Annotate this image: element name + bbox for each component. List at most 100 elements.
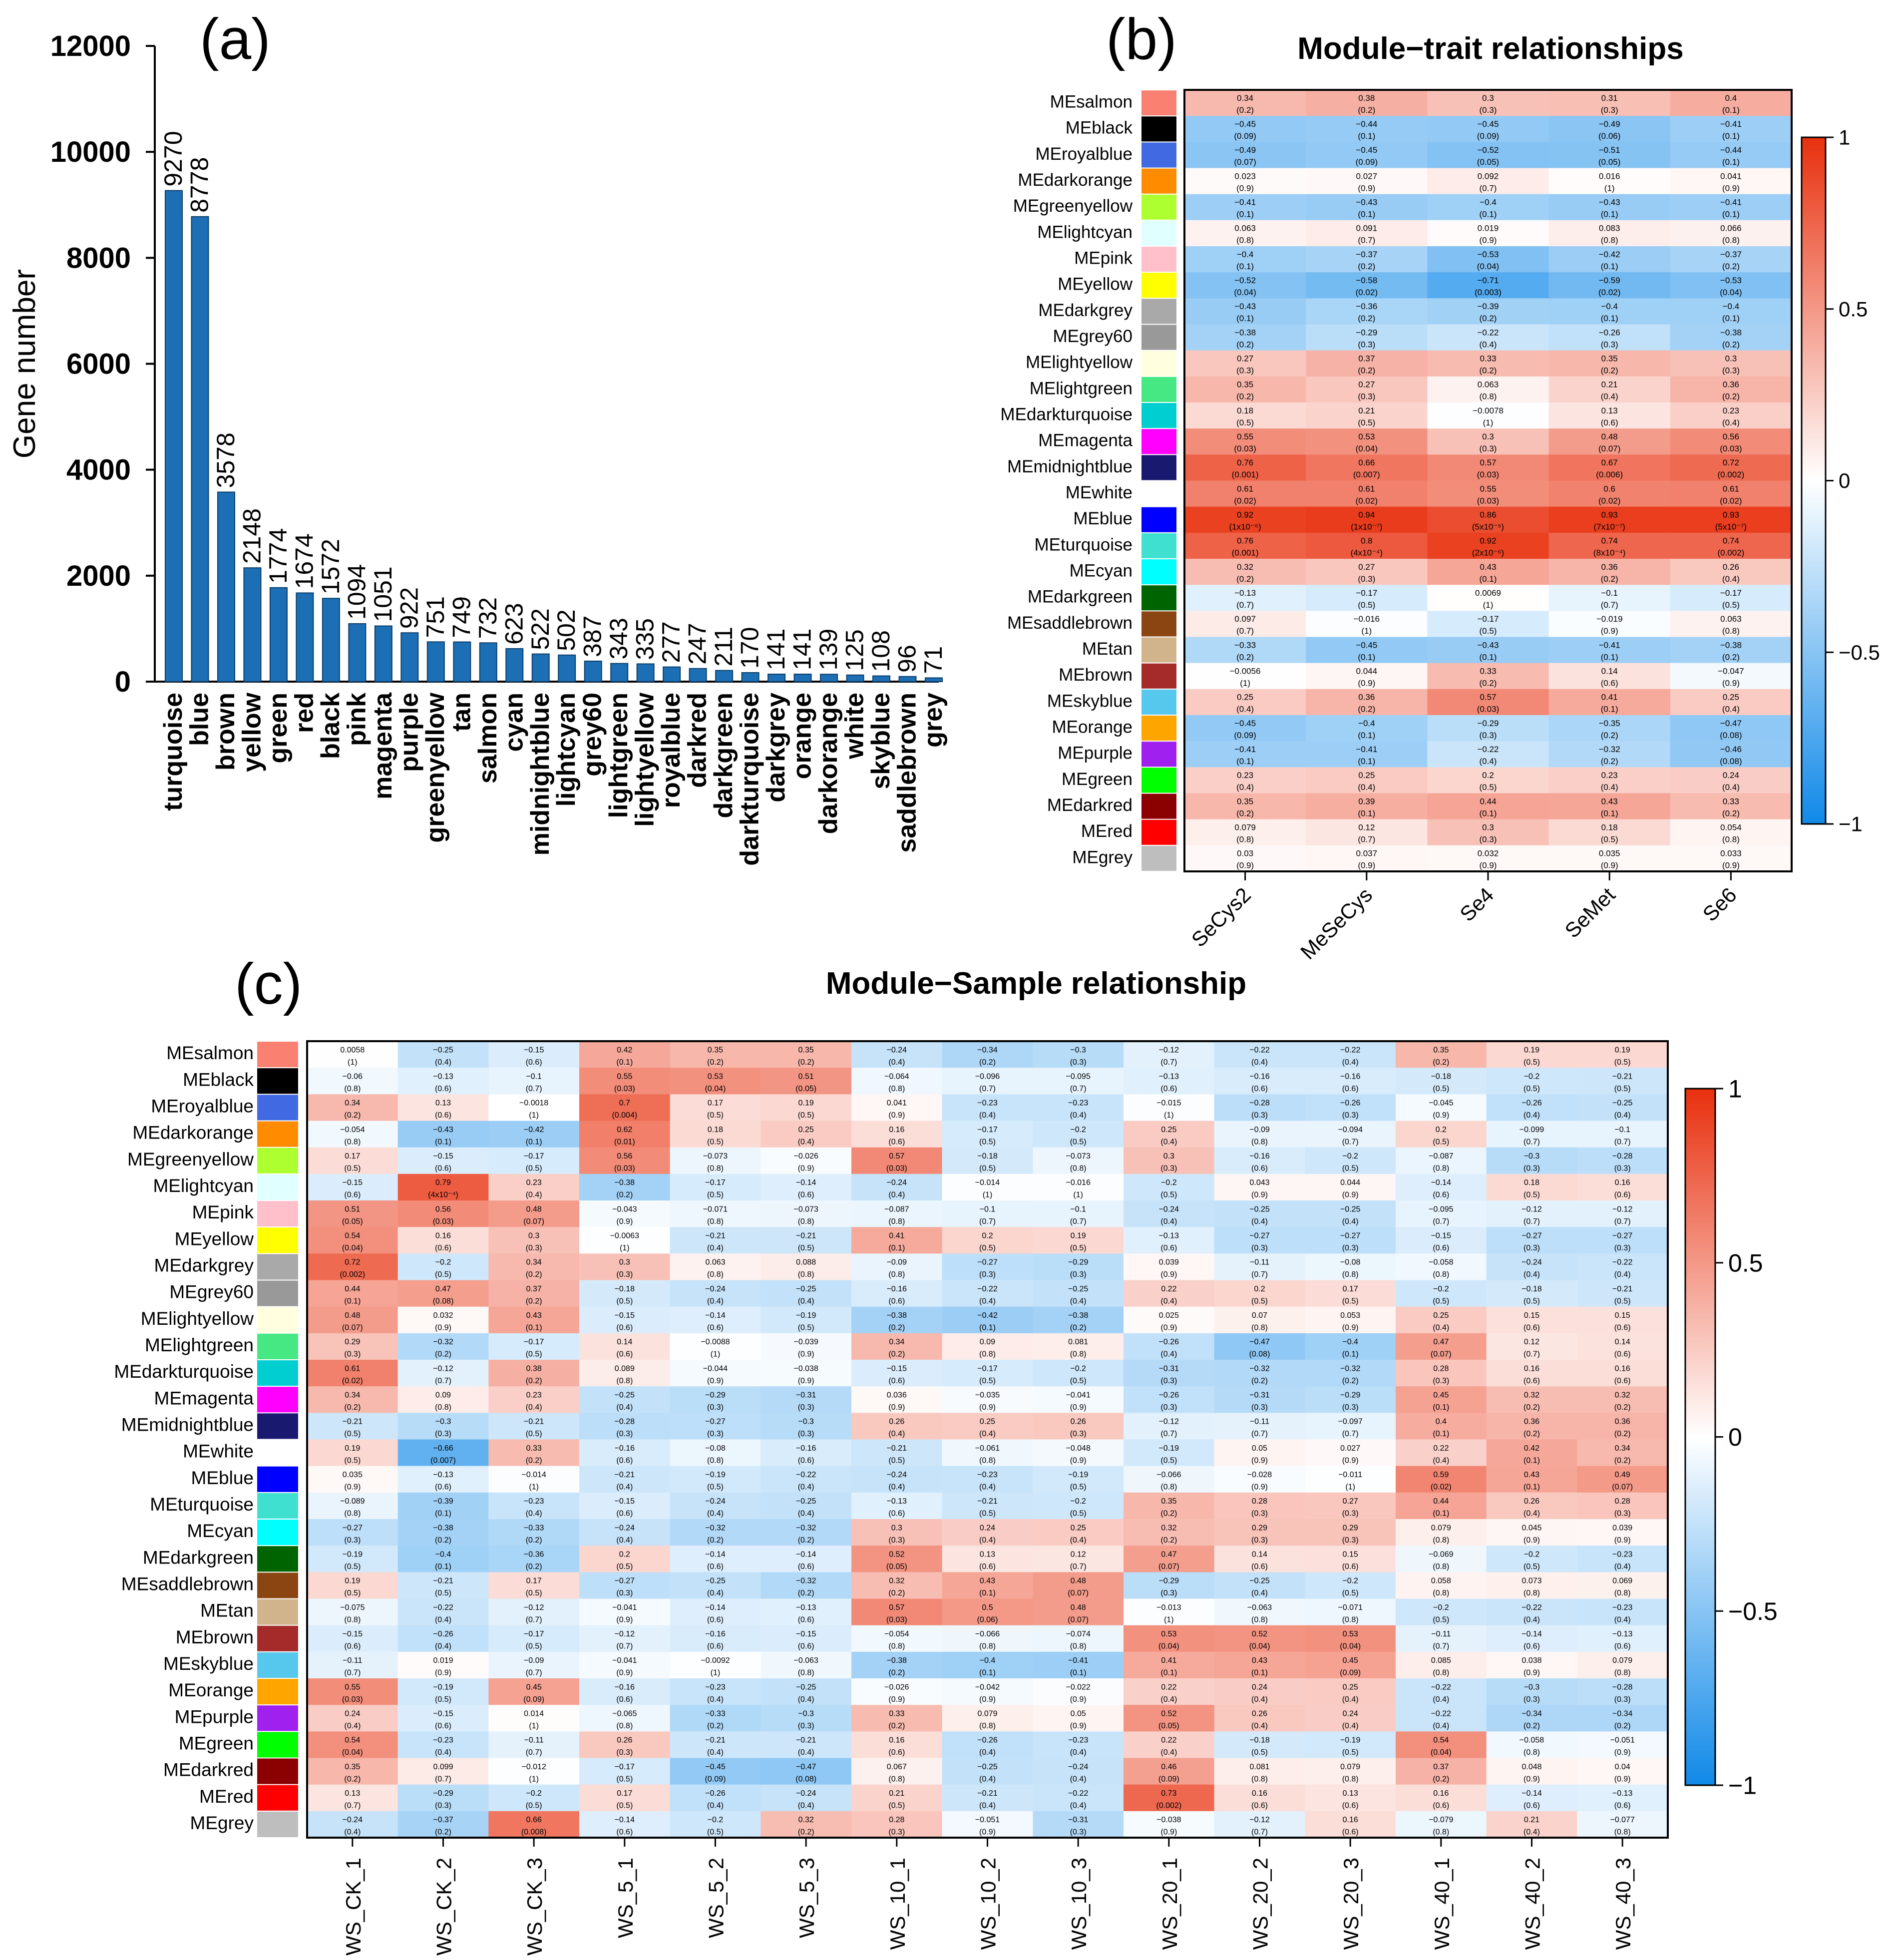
column-label: WS_CK_3	[523, 1858, 546, 1956]
bar-value-label: 141	[788, 629, 816, 670]
cell-correlation-label: −0.25	[796, 1497, 816, 1506]
heatmap-cell	[307, 1492, 398, 1520]
heatmap-cell	[1033, 1651, 1124, 1679]
category-label: black	[316, 693, 345, 759]
cell-correlation-label: 0.72	[345, 1258, 360, 1267]
cell-pvalue-label: (0.6)	[616, 1510, 633, 1518]
heatmap-cell	[1033, 1360, 1124, 1387]
cell-pvalue-label: (0.2)	[344, 1403, 361, 1412]
cell-correlation-label: −0.16	[615, 1683, 635, 1691]
cell-correlation-label: 0.063	[1478, 380, 1499, 390]
row-label: MEorange	[1052, 717, 1133, 737]
heatmap-cell	[397, 1466, 489, 1493]
cell-pvalue-label: (0.6)	[1614, 1323, 1631, 1332]
heatmap-cell	[1427, 324, 1549, 351]
cell-correlation-label: −0.014	[975, 1178, 1000, 1187]
cell-pvalue-label: (1x10⁻⁶)	[1229, 522, 1261, 532]
cell-correlation-label: 0.12	[1524, 1338, 1539, 1346]
cell-correlation-label: 0.099	[433, 1763, 453, 1771]
cell-correlation-label: 0.35	[1433, 1046, 1449, 1054]
heatmap-cell	[488, 1651, 580, 1679]
cell-pvalue-label: (0.6)	[888, 1510, 905, 1518]
cell-pvalue-label: (0.6)	[888, 1377, 905, 1385]
cell-pvalue-label: (0.3)	[1523, 1244, 1540, 1252]
cell-correlation-label: −0.23	[977, 1099, 998, 1108]
cell-correlation-label: 0.34	[889, 1338, 904, 1346]
cell-correlation-label: 0.13	[980, 1550, 995, 1559]
cell-pvalue-label: (0.001)	[1232, 470, 1259, 479]
heatmap-cell	[1184, 454, 1306, 481]
heatmap-cell	[1305, 1094, 1396, 1121]
heatmap-cell	[1577, 1200, 1668, 1227]
row-label: MElightcyan	[1037, 222, 1133, 242]
cell-pvalue-label: (0.9)	[798, 1350, 814, 1359]
cell-pvalue-label: (0.5)	[344, 1164, 361, 1173]
heatmap-cell	[1486, 1306, 1577, 1334]
cell-correlation-label: −0.59	[1599, 276, 1620, 285]
cell-pvalue-label: (0.5)	[1523, 1297, 1540, 1305]
cell-correlation-label: −0.095	[1066, 1072, 1090, 1081]
cell-pvalue-label: (0.6)	[707, 1323, 724, 1332]
cell-correlation-label: 0.3	[1163, 1152, 1174, 1161]
cell-correlation-label: −0.099	[1519, 1126, 1544, 1134]
cell-correlation-label: −0.32	[796, 1577, 816, 1585]
cell-pvalue-label: (1)	[1361, 626, 1372, 636]
cell-pvalue-label: (0.2)	[1722, 808, 1740, 818]
heatmap-cell	[1396, 1121, 1487, 1148]
heatmap-cell	[760, 1068, 852, 1095]
cell-pvalue-label: (0.02)	[342, 1377, 363, 1385]
cell-pvalue-label: (0.5)	[707, 1111, 724, 1120]
cell-pvalue-label: (0.4)	[1070, 1536, 1087, 1545]
cell-correlation-label: −0.035	[975, 1391, 1000, 1399]
cell-correlation-label: 0.045	[1521, 1524, 1541, 1532]
cell-pvalue-label: (0.2)	[1236, 340, 1254, 349]
heatmap-cell	[1214, 1466, 1305, 1493]
cell-correlation-label: −0.12	[1159, 1046, 1179, 1054]
heatmap-cell	[1124, 1492, 1215, 1520]
heatmap-cell	[1670, 272, 1792, 299]
cell-pvalue-label: (0.7)	[344, 1669, 361, 1677]
column-label: WS_40_2	[1521, 1858, 1544, 1950]
cell-pvalue-label: (0.05)	[342, 1217, 363, 1226]
cell-pvalue-label: (0.3)	[1614, 1244, 1631, 1252]
cell-correlation-label: −0.45	[705, 1763, 726, 1771]
cell-pvalue-label: (0.5)	[707, 1483, 724, 1491]
cell-correlation-label: 0.23	[1601, 771, 1618, 780]
category-label: darkred	[683, 693, 712, 788]
colorbar	[1684, 1088, 1716, 1786]
cell-pvalue-label: (0.2)	[616, 1191, 633, 1199]
cell-pvalue-label: (0.1)	[1722, 131, 1740, 141]
heatmap-cell	[488, 1731, 580, 1758]
cell-pvalue-label: (0.6)	[798, 1563, 814, 1571]
cell-correlation-label: −0.087	[1429, 1152, 1453, 1161]
heatmap-cell	[1548, 376, 1671, 403]
cell-correlation-label: −0.27	[1340, 1231, 1361, 1240]
cell-correlation-label: −0.22	[1521, 1603, 1542, 1612]
module-color-swatch	[1141, 819, 1176, 845]
module-color-swatch	[1141, 247, 1176, 272]
cell-correlation-label: −0.17	[615, 1763, 635, 1771]
cell-correlation-label: −0.21	[796, 1736, 816, 1745]
cell-correlation-label: −0.38	[1068, 1311, 1089, 1320]
cell-pvalue-label: (0.3)	[1614, 1510, 1631, 1518]
cell-pvalue-label: (0.5)	[1358, 418, 1375, 427]
heatmap-cell	[942, 1200, 1033, 1227]
bar-value-label: 3578	[212, 432, 240, 488]
cell-pvalue-label: (0.3)	[616, 1430, 633, 1438]
cell-pvalue-label: (0.1)	[1601, 808, 1618, 818]
heatmap-cell	[1427, 663, 1549, 690]
cell-pvalue-label: (0.5)	[1480, 626, 1497, 636]
cell-correlation-label: −0.063	[793, 1656, 818, 1665]
heatmap-cell	[579, 1041, 671, 1068]
panel-b-tag: (b)	[1106, 6, 1177, 71]
heatmap-cell	[579, 1625, 671, 1652]
cell-pvalue-label: (4x10⁻⁴)	[1351, 548, 1383, 558]
cell-correlation-label: −0.17	[977, 1364, 998, 1373]
cell-pvalue-label: (0.2)	[1480, 366, 1497, 376]
heatmap-cell	[488, 1784, 580, 1812]
cell-correlation-label: 0.16	[1615, 1178, 1630, 1187]
heatmap-cell	[579, 1466, 671, 1493]
category-label: magenta	[369, 692, 397, 799]
heatmap-cell	[397, 1625, 489, 1652]
cell-correlation-label: −0.23	[524, 1497, 544, 1506]
